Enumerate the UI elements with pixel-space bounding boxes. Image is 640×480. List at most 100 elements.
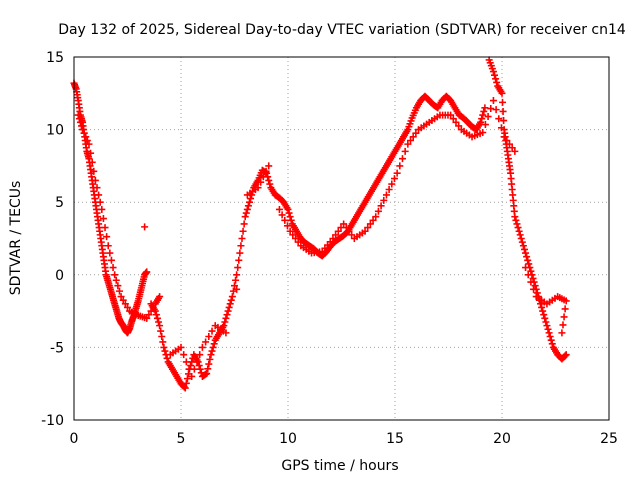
data-point [284, 205, 292, 213]
data-point [180, 351, 188, 359]
y-tick-label: -10 [41, 413, 64, 429]
data-point [286, 213, 294, 221]
data-point [455, 122, 463, 130]
data-point [183, 375, 191, 383]
data-point [369, 216, 377, 224]
x-tick-label: 0 [70, 431, 79, 447]
y-tick-label: 10 [46, 123, 64, 139]
data-point [109, 264, 117, 272]
data-point [547, 336, 555, 344]
data-point [517, 235, 525, 242]
data-point [115, 287, 123, 295]
data-point [544, 325, 552, 333]
data-point [525, 260, 533, 268]
data-point [177, 343, 185, 351]
y-tick-labels: -10 -5 0 5 10 15 [41, 50, 64, 429]
data-point [234, 264, 242, 272]
data-point [487, 105, 495, 113]
data-point [449, 115, 457, 123]
data-point [210, 340, 218, 348]
data-point [160, 343, 168, 351]
x-axis-label: GPS time / hours [281, 458, 398, 474]
data-point [262, 167, 270, 175]
data-point [499, 98, 507, 106]
data-point [499, 107, 507, 115]
data-point [257, 178, 265, 186]
data-point [543, 322, 551, 330]
data-point [492, 106, 500, 114]
data-point [243, 205, 251, 213]
x-tick-label: 10 [279, 431, 297, 447]
data-point [377, 202, 385, 210]
data-point [512, 216, 520, 224]
data-point [161, 347, 169, 355]
y-axis-label: SDTVAR / TECUs [8, 181, 24, 296]
data-point [196, 351, 204, 359]
data-point [156, 293, 164, 301]
data-point [203, 370, 211, 378]
data-point [380, 196, 388, 204]
data-point [80, 129, 88, 137]
data-point [124, 303, 131, 311]
data-point [481, 104, 489, 112]
data-point [227, 296, 235, 304]
data-point [195, 362, 203, 370]
data-point [493, 78, 501, 86]
data-point [207, 351, 215, 359]
data-point [208, 327, 216, 335]
data-point [77, 122, 85, 130]
data-point [294, 238, 302, 246]
data-point [562, 297, 570, 305]
data-point [511, 147, 519, 155]
data-point [106, 249, 114, 257]
data-point [95, 191, 103, 199]
data-point [361, 227, 369, 235]
data-point [153, 314, 161, 322]
data-point [163, 354, 171, 362]
data-point [76, 118, 84, 126]
data-point [404, 140, 412, 148]
data-point [374, 207, 382, 215]
data-point [208, 347, 216, 355]
data-point [545, 329, 553, 337]
y-tick-label: 5 [55, 195, 64, 211]
data-point [82, 133, 90, 141]
data-point [233, 271, 241, 279]
data-point [209, 343, 217, 351]
data-point [560, 313, 568, 321]
data-point [141, 223, 149, 231]
data-point [121, 300, 129, 308]
x-tick-label: 5 [177, 431, 186, 447]
data-point [147, 307, 155, 315]
data-point [538, 303, 546, 311]
data-point [235, 256, 243, 264]
data-point [530, 285, 538, 293]
data-point [281, 216, 289, 224]
data-point [158, 333, 166, 341]
data-point [240, 220, 248, 228]
data-point [529, 274, 537, 282]
chart-title: Day 132 of 2025, Sidereal Day-to-day VTE… [58, 22, 626, 38]
data-point [93, 184, 101, 192]
data-point [531, 282, 539, 290]
data-point [491, 71, 499, 79]
data-point [205, 333, 213, 341]
data-point [524, 271, 532, 279]
data-point [222, 329, 230, 337]
data-point [193, 358, 201, 366]
data-point [522, 249, 530, 257]
data-point [85, 140, 93, 148]
data-point [107, 256, 115, 264]
data-point [205, 360, 213, 368]
data-point [412, 129, 420, 137]
data-point [222, 314, 230, 322]
data-point [447, 111, 455, 119]
data-point [265, 176, 273, 184]
data-point [508, 144, 516, 152]
data-point [90, 167, 98, 175]
data-point [180, 383, 188, 391]
data-point [561, 352, 569, 360]
data-point [291, 235, 299, 242]
data-point [96, 198, 104, 206]
data-point [479, 111, 487, 119]
